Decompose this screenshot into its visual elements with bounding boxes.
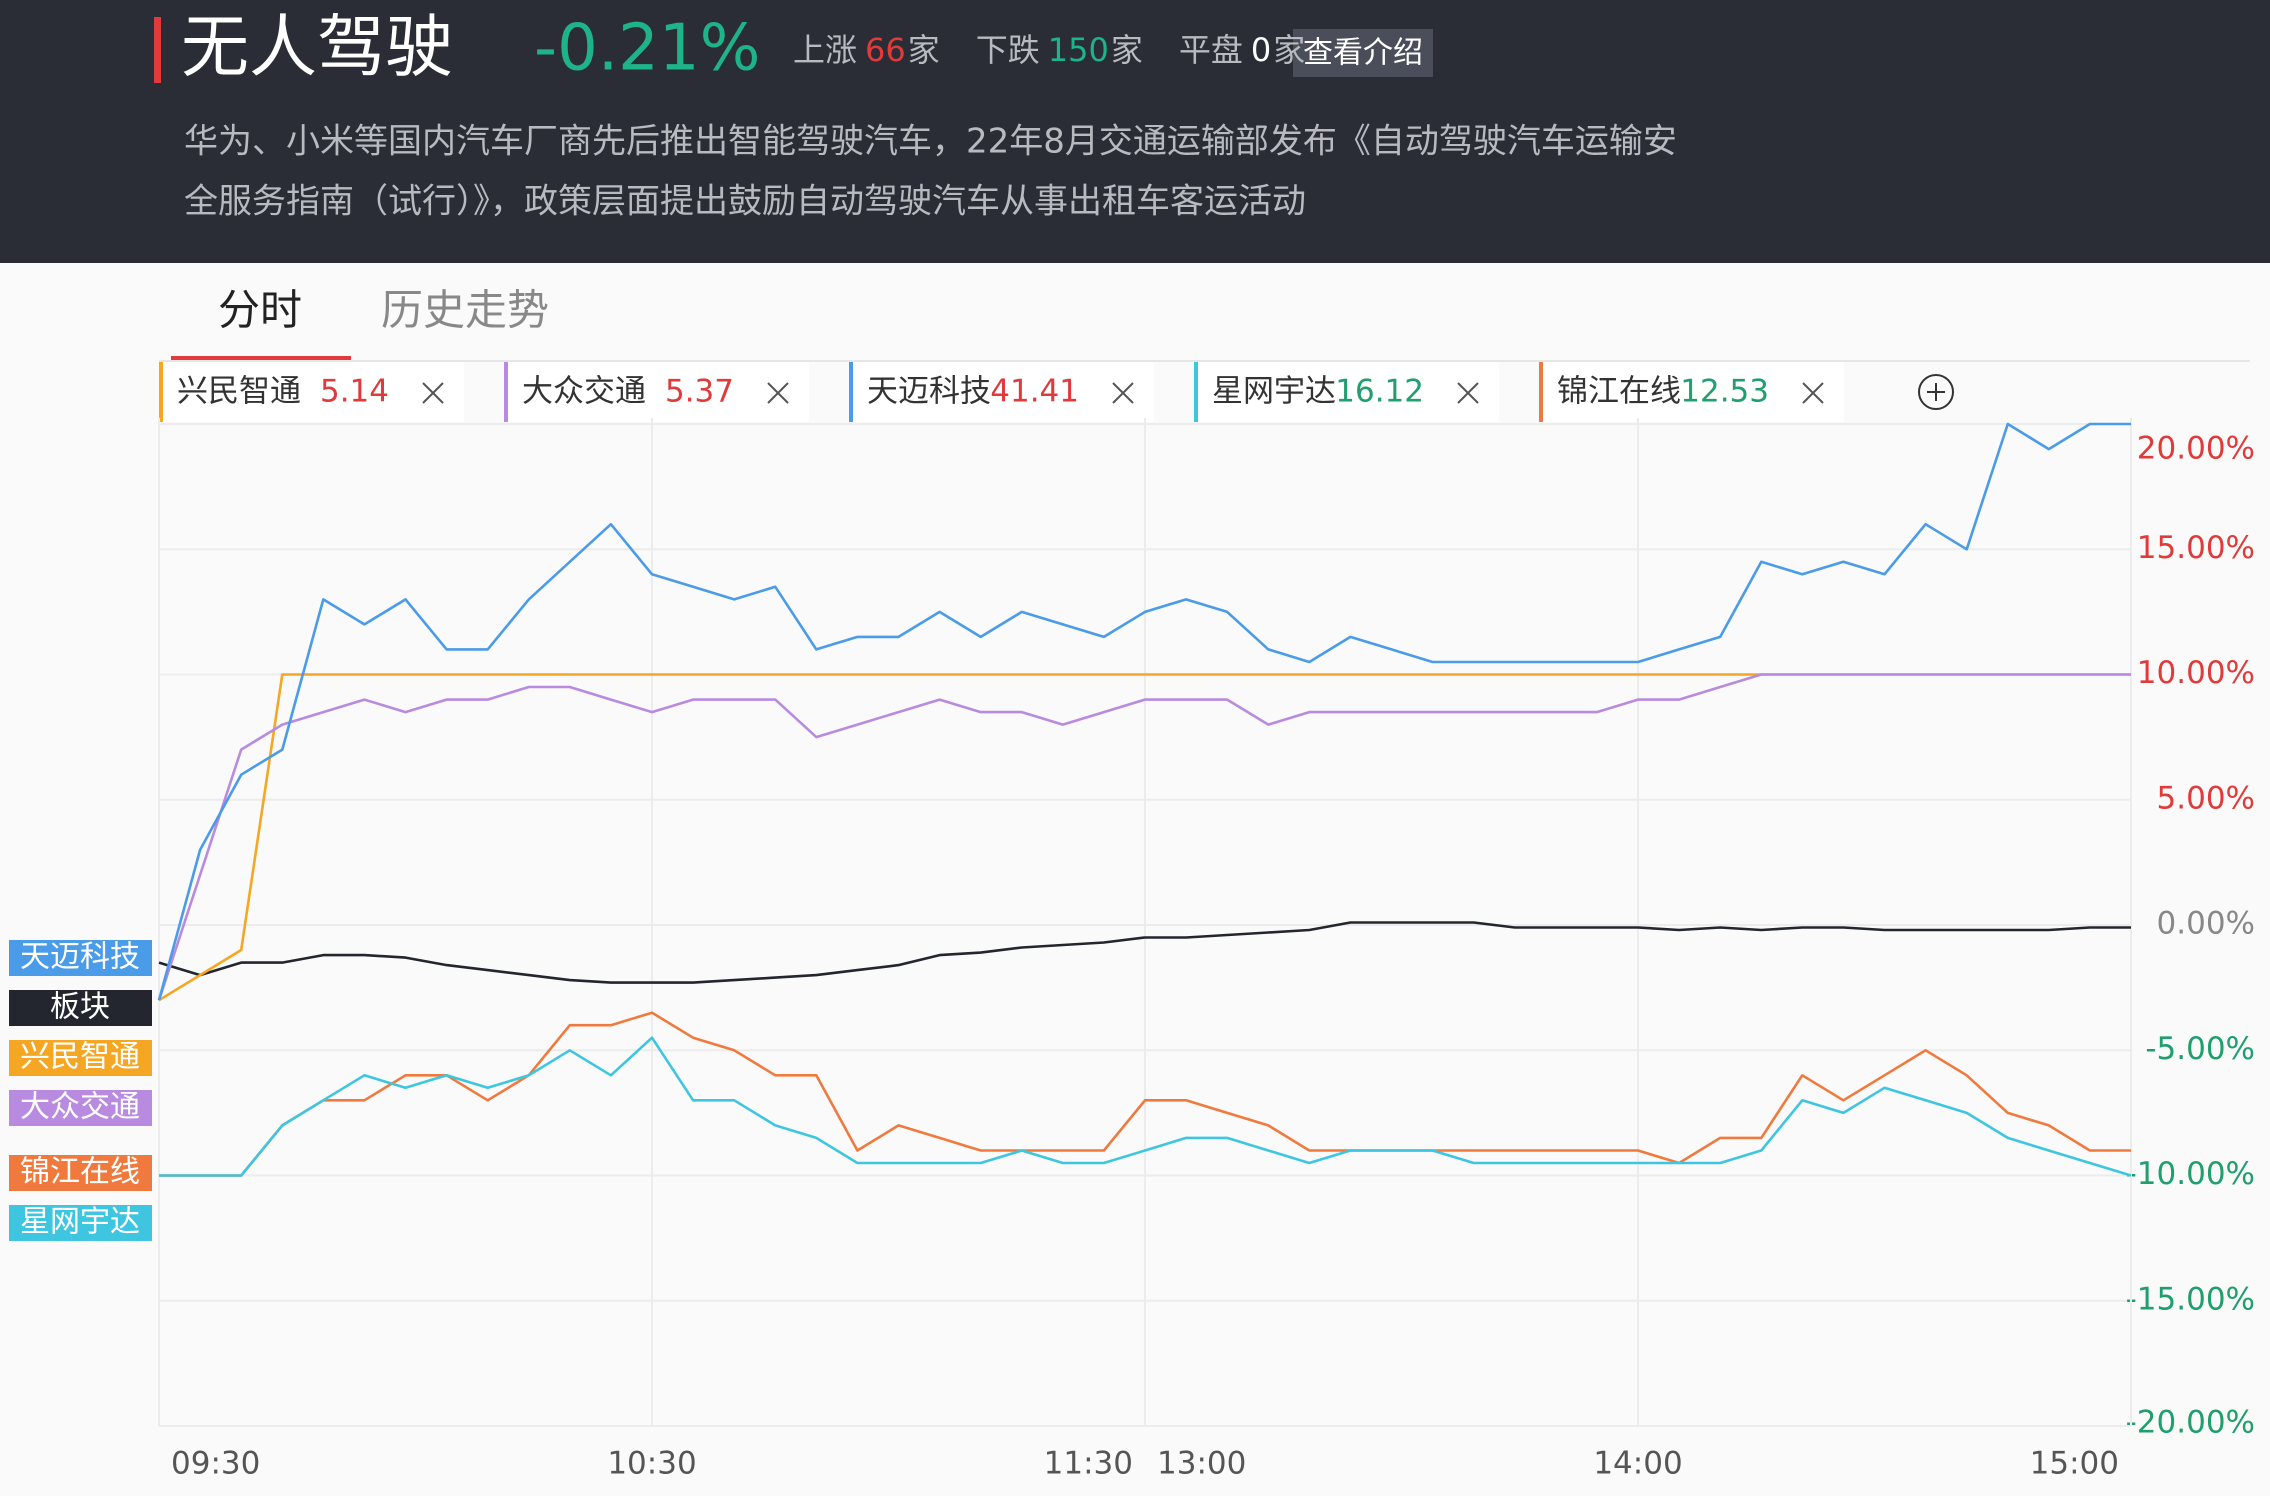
series-line (158, 921, 2131, 984)
y-tick-label: 10.00% (2137, 655, 2255, 691)
series-tag (9, 990, 152, 1026)
series-tag-label: 星网宇达 (20, 1205, 140, 1240)
legend-swatch (1539, 362, 1543, 422)
legend-chip[interactable] (1539, 362, 1844, 422)
legend-close[interactable] (1457, 382, 1479, 404)
change: -0.21% (534, 12, 760, 86)
x-tick-label: 09:30 (171, 1446, 260, 1482)
y-tick-label: -10.00% (2126, 1156, 2255, 1192)
add-icon[interactable] (1927, 383, 1945, 401)
legend-name: 天迈科技 (867, 374, 991, 410)
legend-close[interactable] (1112, 382, 1134, 404)
legend-close[interactable] (422, 382, 444, 404)
header-bg (0, 0, 2270, 263)
legend-chip[interactable] (159, 362, 464, 422)
description: 全服务指南（试行）》，政策层面提出鼓励自动驾驶汽车从事出租车客运活动 (184, 182, 1306, 222)
intro-button-label[interactable]: 查看介绍 (1303, 36, 1423, 71)
series-tag-label: 兴民智通 (20, 1040, 140, 1075)
description: 华为、小米等国内汽车厂商先后推出智能驾驶汽车，22年8月交通运输部发布《自动驾驶… (184, 122, 1677, 162)
legend-chip[interactable] (1194, 362, 1499, 422)
series-tag-label: 板块 (50, 990, 110, 1025)
legend-swatch (159, 362, 163, 422)
stat-count: 66 (865, 31, 906, 69)
series-line (157, 422, 2131, 1001)
series-tag-label: 天迈科技 (20, 940, 140, 975)
x-tick-label: 14:00 (1593, 1446, 1682, 1482)
legend-price: 41.41 (990, 374, 1079, 410)
series-tag (9, 1090, 152, 1126)
legend-price: 5.14 (320, 374, 389, 410)
legend-price: 5.37 (665, 374, 734, 410)
y-tick-label: 15.00% (2137, 530, 2255, 566)
series-tag (9, 1205, 152, 1241)
series-tag (9, 1040, 152, 1076)
legend-price: 12.53 (1680, 374, 1769, 410)
x-tick-label: 10:30 (607, 1446, 696, 1482)
legend-swatch (1194, 362, 1198, 422)
legend-close[interactable] (767, 382, 789, 404)
y-tick-label: 20.00% (2137, 431, 2255, 467)
y-tick-label: -5.00% (2145, 1031, 2255, 1067)
legend-name: 兴民智通 (177, 374, 301, 410)
intro-button[interactable] (1293, 29, 1433, 77)
y-tick-label: 5.00% (2157, 780, 2255, 816)
y-tick-label: -20.00% (2126, 1405, 2255, 1441)
y-tick-label: 0.00% (2157, 906, 2255, 942)
series-tag (9, 1155, 152, 1191)
stat-unit: 家 (1273, 31, 1305, 69)
series-tag-label: 锦江在线 (20, 1155, 140, 1190)
legend-chip[interactable] (849, 362, 1154, 422)
legend-chip[interactable] (504, 362, 809, 422)
title: 无人驾驶 (181, 9, 453, 88)
series-tag (9, 940, 152, 976)
stat-label: 上涨 (793, 31, 857, 69)
tab-underline (171, 356, 351, 361)
legend-name: 锦江在线 (1557, 374, 1681, 410)
tab[interactable]: 历史走势 (381, 286, 549, 335)
legend-close[interactable] (1802, 382, 1824, 404)
legend-price: 16.12 (1335, 374, 1424, 410)
series-line (159, 1011, 2131, 1177)
stat-count: 0 (1251, 31, 1271, 69)
legend-swatch (504, 362, 508, 422)
stat-label: 平盘 (1179, 31, 1243, 69)
legend-name: 大众交通 (522, 374, 646, 410)
series-line (157, 673, 2131, 1001)
x-tick-label: 15:00 (2030, 1446, 2119, 1482)
series-line (159, 1036, 2132, 1177)
stat-count: 150 (1048, 31, 1109, 69)
stat-unit: 家 (908, 31, 940, 69)
legend-name: 星网宇达 (1212, 374, 1336, 410)
legend-swatch (849, 362, 853, 422)
stat-unit: 家 (1111, 31, 1143, 69)
tab-active[interactable]: 分时 (218, 286, 302, 335)
title-marker (154, 17, 161, 83)
x-tick-label: 13:00 (1157, 1446, 1246, 1482)
add-button[interactable] (1918, 374, 1954, 410)
x-tick-label: 11:30 (1044, 1446, 1133, 1482)
stat-label: 下跌 (976, 31, 1040, 69)
series-tag-label: 大众交通 (20, 1090, 140, 1125)
y-tick-label: -15.00% (2126, 1281, 2255, 1317)
